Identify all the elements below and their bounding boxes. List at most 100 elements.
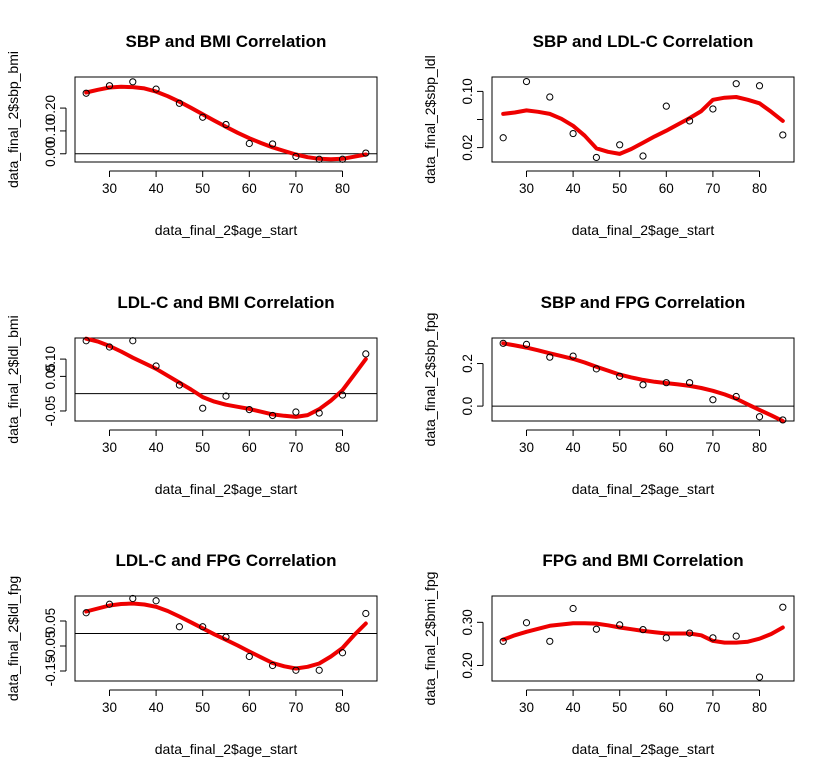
chart-panel-4: SBP and FPG Correlation data_final_2$age_…	[422, 293, 795, 497]
data-point	[662, 634, 670, 642]
y-tick-label: -0.15	[43, 656, 58, 687]
data-point	[105, 343, 114, 351]
x-tick-label: 30	[102, 700, 117, 715]
data-point	[662, 379, 670, 387]
data-point	[755, 673, 764, 681]
y-tick-label: 0.02	[460, 134, 475, 160]
data-point	[499, 637, 507, 645]
x-axis-label: data_final_2$age_start	[572, 741, 715, 757]
data-point	[522, 77, 531, 86]
smooth-trend-line	[501, 621, 785, 645]
data-point	[129, 78, 137, 86]
data-point	[686, 629, 694, 637]
smooth-trend-line	[84, 84, 368, 162]
y-tick-label: -0.05	[43, 631, 58, 662]
x-tick-label: 30	[519, 440, 534, 455]
data-point	[105, 600, 114, 608]
plot-frame	[491, 337, 795, 422]
data-point	[222, 120, 230, 129]
chart-title: SBP and FPG Correlation	[541, 293, 746, 312]
data-point	[362, 609, 370, 618]
data-point	[292, 152, 300, 161]
data-point	[82, 89, 90, 97]
data-point	[592, 365, 600, 373]
x-tick-label: 60	[659, 440, 674, 455]
x-axis-label: data_final_2$age_start	[572, 222, 715, 238]
data-point	[569, 129, 577, 138]
data-point	[315, 666, 323, 674]
smooth-trend-line	[84, 336, 368, 419]
plot-frame	[491, 595, 795, 682]
data-point	[499, 134, 507, 142]
chart-panel-5: LDL-C and FPG Correlation data_final_2$ag…	[5, 551, 378, 757]
data-point	[292, 408, 300, 416]
data-point	[546, 93, 554, 101]
y-tick-label: 0.30	[460, 609, 475, 635]
x-tick-label: 70	[705, 440, 720, 455]
data-point	[662, 102, 670, 110]
data-point	[779, 416, 787, 424]
x-tick-label: 40	[149, 700, 164, 715]
data-point	[732, 392, 740, 401]
y-tick-label: 0.10	[43, 346, 58, 372]
x-tick-label: 50	[612, 181, 627, 196]
data-point	[245, 652, 253, 661]
data-point	[199, 623, 207, 631]
chart-panel-1: SBP and BMI Correlation data_final_2$age_…	[5, 32, 378, 238]
data-point	[522, 619, 531, 627]
chart-title: LDL-C and FPG Correlation	[116, 551, 337, 570]
data-point	[269, 140, 277, 148]
smooth-trend-line	[501, 341, 785, 423]
y-tick-label: 0.2	[460, 354, 475, 373]
x-tick-label: 30	[519, 700, 534, 715]
x-axis-label: data_final_2$age_start	[155, 741, 298, 757]
data-point	[546, 353, 554, 361]
data-point	[522, 340, 531, 348]
plot-frame	[491, 76, 795, 163]
data-point	[315, 155, 323, 163]
x-tick-label: 60	[242, 700, 257, 715]
y-tick-label: 0.05	[43, 363, 58, 389]
y-tick-label: 0.05	[43, 608, 58, 634]
chart-title: FPG and BMI Correlation	[542, 551, 743, 570]
data-point	[269, 411, 277, 420]
chart-panel-2: SBP and LDL-C Correlation data_final_2$ag…	[422, 32, 795, 238]
chart-panel-3: LDL-C and BMI Correlation data_final_2$ag…	[5, 293, 378, 497]
x-tick-label: 80	[752, 700, 767, 715]
y-tick-label: 0.00	[43, 141, 58, 167]
x-tick-label: 40	[566, 700, 581, 715]
data-point	[129, 594, 137, 603]
data-point	[245, 139, 253, 148]
data-point	[362, 149, 370, 157]
data-point	[82, 609, 90, 617]
smooth-trend-line	[84, 601, 368, 671]
x-axis-label: data_final_2$age_start	[572, 481, 715, 497]
y-axis-label: data_final_2$sbp_bmi	[5, 51, 21, 188]
y-axis-label: data_final_2$ldl_fpg	[5, 576, 21, 701]
x-tick-label: 70	[288, 440, 303, 455]
data-point	[755, 413, 764, 421]
y-axis-label: data_final_2$ldl_bmi	[5, 315, 21, 443]
data-point	[546, 637, 554, 645]
x-tick-label: 60	[659, 181, 674, 196]
data-point	[269, 661, 277, 670]
x-tick-label: 30	[102, 181, 117, 196]
data-point	[732, 632, 740, 640]
data-point	[686, 379, 694, 387]
data-point	[732, 80, 740, 88]
data-point	[338, 649, 347, 657]
data-point	[338, 391, 347, 399]
data-point	[105, 82, 114, 90]
x-tick-label: 60	[242, 440, 257, 455]
data-point	[82, 337, 90, 345]
chart-title: SBP and BMI Correlation	[126, 32, 327, 51]
data-point	[152, 362, 160, 370]
data-point	[755, 82, 764, 90]
x-tick-label: 50	[612, 700, 627, 715]
data-point	[592, 625, 600, 633]
x-tick-label: 70	[288, 700, 303, 715]
data-point	[152, 85, 160, 93]
x-tick-label: 30	[102, 440, 117, 455]
x-tick-label: 50	[612, 440, 627, 455]
